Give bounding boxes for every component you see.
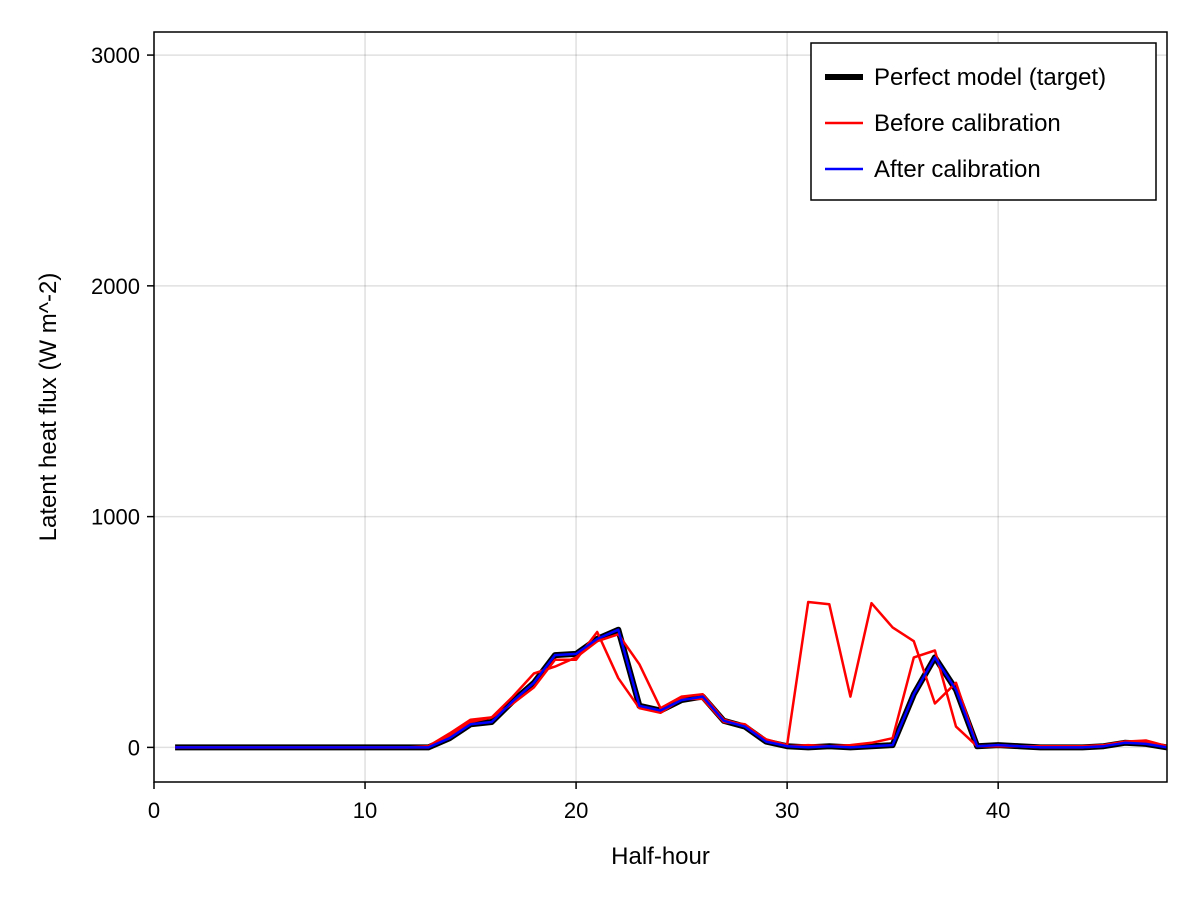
x-tick-label: 20 xyxy=(564,798,588,823)
x-tick-label: 40 xyxy=(986,798,1010,823)
legend-label: Perfect model (target) xyxy=(874,64,1106,91)
legend: Perfect model (target) Before calibration… xyxy=(810,42,1157,201)
x-axis-ticks: 0 10 20 30 40 xyxy=(148,782,1010,823)
y-tick-label: 0 xyxy=(128,735,140,760)
y-tick-label: 1000 xyxy=(91,505,140,530)
y-axis-ticks: 0 1000 2000 3000 xyxy=(91,43,154,760)
y-axis-label: Latent heat flux (W m^-2) xyxy=(35,273,62,542)
y-tick-label: 2000 xyxy=(91,274,140,299)
x-tick-label: 10 xyxy=(353,798,377,823)
legend-box xyxy=(810,42,1157,201)
legend-label: Before calibration xyxy=(874,110,1061,137)
series-line-3 xyxy=(175,628,1167,749)
x-tick-label: 0 xyxy=(148,798,160,823)
series-lines xyxy=(175,600,1167,751)
legend-label: After calibration xyxy=(874,156,1041,183)
x-tick-label: 30 xyxy=(775,798,799,823)
series-line-2 xyxy=(175,630,1167,749)
series-line-1 xyxy=(175,600,1167,749)
x-axis-label: Half-hour xyxy=(611,843,710,870)
plot-frame xyxy=(153,31,1168,783)
y-tick-label: 3000 xyxy=(91,43,140,68)
series-line-0 xyxy=(175,626,1167,751)
